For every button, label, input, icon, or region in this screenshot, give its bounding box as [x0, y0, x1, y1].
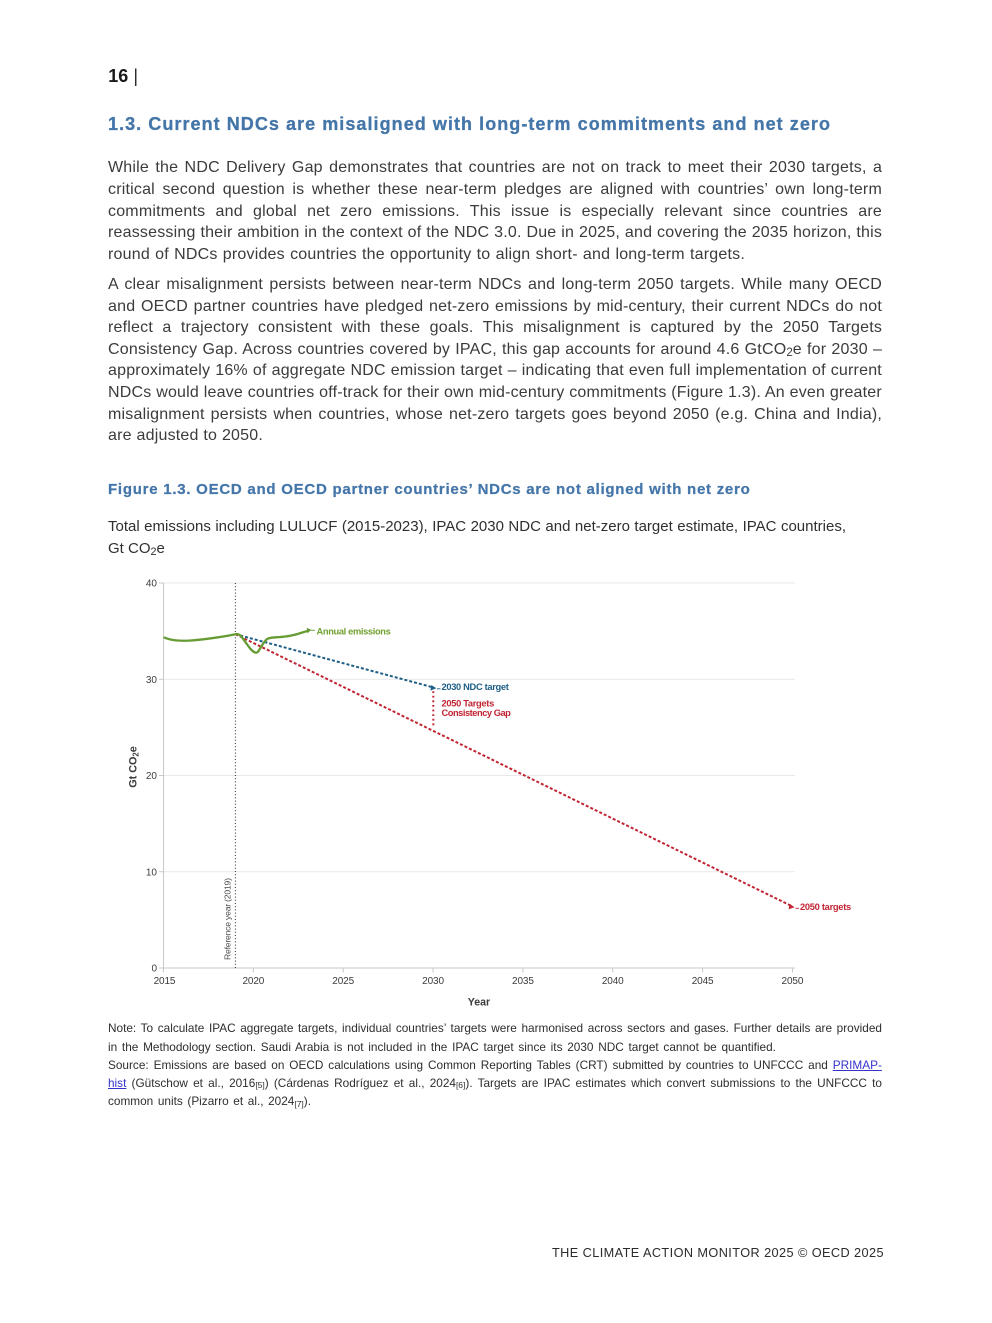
svg-text:2050: 2050	[782, 976, 804, 987]
svg-text:Year: Year	[468, 997, 490, 1009]
svg-text:30: 30	[146, 675, 158, 686]
svg-text:2040: 2040	[602, 976, 624, 987]
svg-text:2030 NDC target: 2030 NDC target	[442, 682, 509, 692]
svg-text:2050 targets: 2050 targets	[800, 902, 851, 912]
svg-text:0: 0	[151, 964, 157, 975]
svg-text:20: 20	[146, 771, 158, 782]
svg-text:Gt CO2e: Gt CO2e	[128, 746, 141, 788]
svg-text:Consistency Gap: Consistency Gap	[442, 708, 512, 718]
svg-text:10: 10	[146, 867, 158, 878]
svg-text:2050 Targets: 2050 Targets	[442, 699, 495, 709]
svg-text:2015: 2015	[154, 976, 176, 987]
svg-text:2045: 2045	[692, 976, 714, 987]
svg-text:2025: 2025	[332, 976, 354, 987]
svg-text:40: 40	[146, 579, 158, 590]
svg-text:2030: 2030	[422, 976, 444, 987]
svg-text:2020: 2020	[242, 976, 264, 987]
svg-text:Reference year (2019): Reference year (2019)	[223, 878, 233, 960]
svg-text:2035: 2035	[512, 976, 534, 987]
svg-text:Annual emissions: Annual emissions	[317, 626, 391, 636]
